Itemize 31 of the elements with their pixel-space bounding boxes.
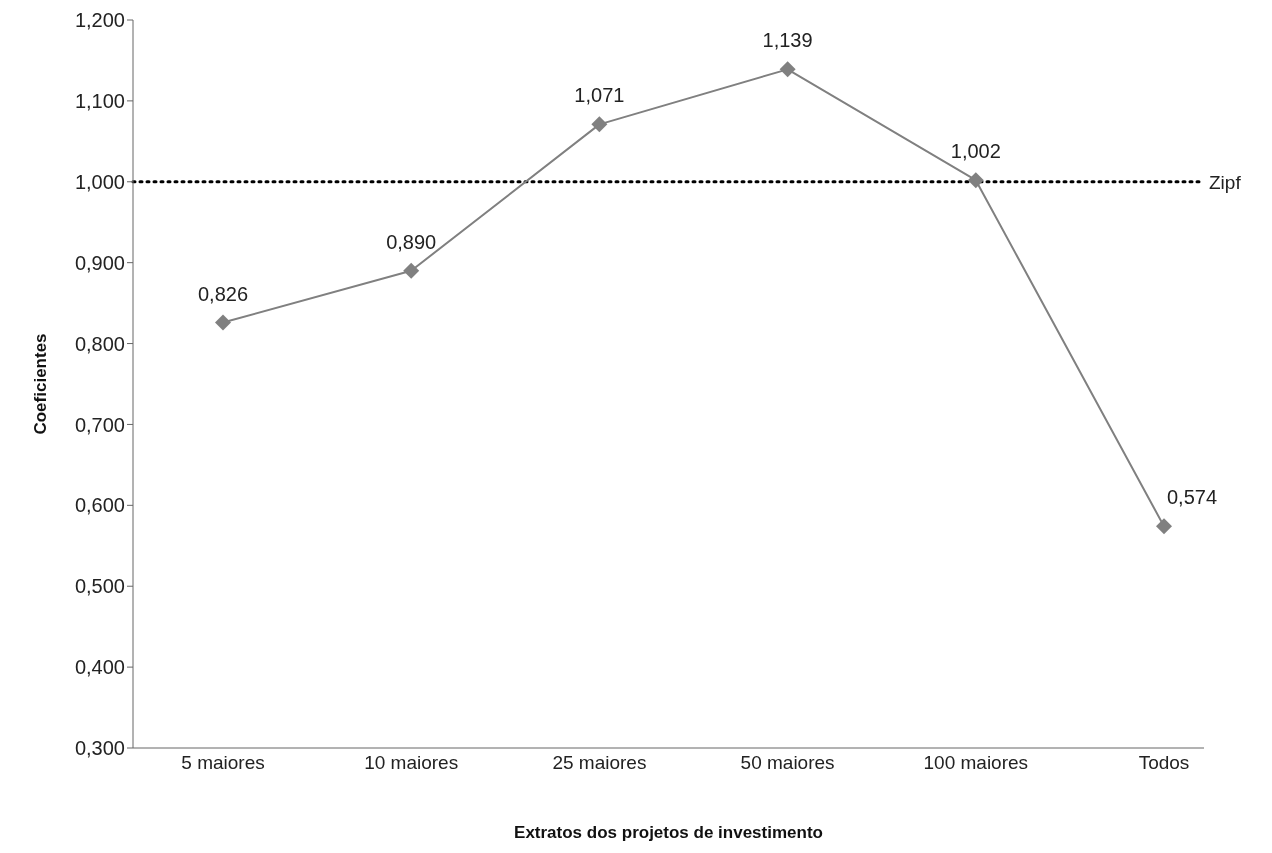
y-tick-label: 0,800 xyxy=(74,332,125,355)
ref-line-label: Zipf xyxy=(1209,171,1242,193)
point xyxy=(1156,518,1172,535)
y-tick-label: 0,700 xyxy=(74,413,125,436)
data-label: 1,071 xyxy=(574,84,625,107)
y-tick-label: 1,200 xyxy=(74,9,125,32)
point xyxy=(215,314,231,331)
y-tick-label: 0,300 xyxy=(74,737,125,760)
x-axis-title: Extratos dos projetos de investimento xyxy=(514,823,823,842)
y-tick-label: 1,100 xyxy=(74,89,125,112)
data-label: 1,139 xyxy=(762,29,813,52)
data-label: 0,890 xyxy=(386,230,437,253)
y-tick-label: 0,500 xyxy=(74,575,125,598)
y-tick-label: 0,900 xyxy=(74,251,125,274)
point xyxy=(967,172,984,189)
data-label: 1,002 xyxy=(950,140,1001,163)
x-tick-label: 50 maiores xyxy=(740,752,835,774)
y-tick-label: 0,400 xyxy=(74,656,125,679)
x-tick-label: 100 maiores xyxy=(923,752,1029,774)
y-axis-title: Coeficientes xyxy=(31,333,51,435)
point xyxy=(779,61,796,78)
x-tick-label: 5 maiores xyxy=(181,752,265,774)
point xyxy=(591,116,608,133)
data-label: 0,574 xyxy=(1166,486,1218,509)
x-tick-label: 10 maiores xyxy=(364,752,459,774)
x-tick-label: Todos xyxy=(1138,752,1190,774)
data-label: 0,826 xyxy=(197,282,249,305)
x-tick-label: 25 maiores xyxy=(552,752,647,774)
y-tick-label: 0,600 xyxy=(74,494,125,517)
y-tick-label: 1,000 xyxy=(74,170,125,193)
point xyxy=(403,262,420,279)
